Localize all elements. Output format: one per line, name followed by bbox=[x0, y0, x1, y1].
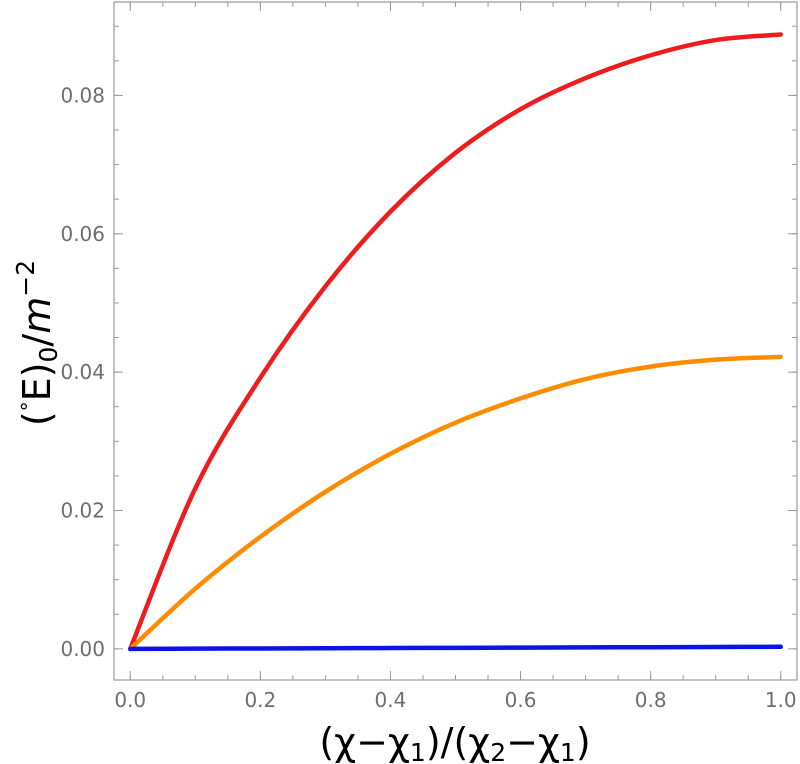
y-tick-label: 0.02 bbox=[60, 499, 105, 523]
series-line-1 bbox=[128, 32, 783, 652]
x-tick-label: 0.8 bbox=[635, 688, 667, 712]
series-layer bbox=[128, 32, 783, 652]
axis-tick-labels: 0.0 0.2 0.4 0.6 0.8 1.0 0.00 0.02 0.04 0.06 0.08 bbox=[60, 83, 796, 712]
y-tick-label: 0.04 bbox=[60, 360, 105, 384]
y-axis-label: (°E)0/m−2 bbox=[11, 260, 63, 426]
y-tick-label: 0.00 bbox=[60, 637, 105, 661]
x-tick-label: 1.0 bbox=[765, 688, 797, 712]
x-tick-label: 0.6 bbox=[505, 688, 537, 712]
y-tick-label: 0.08 bbox=[60, 83, 105, 107]
plot-frame bbox=[113, 1, 798, 681]
x-axis-label: (χ−χ1)/(χ2−χ1) bbox=[319, 720, 590, 764]
axis-ticks bbox=[114, 2, 797, 680]
series-line-3 bbox=[128, 644, 783, 652]
x-tick-label: 0.2 bbox=[244, 688, 276, 712]
x-tick-label: 0.0 bbox=[114, 688, 146, 712]
y-tick-label: 0.06 bbox=[60, 222, 105, 246]
x-tick-label: 0.4 bbox=[375, 688, 407, 712]
series-line-2 bbox=[128, 354, 783, 652]
